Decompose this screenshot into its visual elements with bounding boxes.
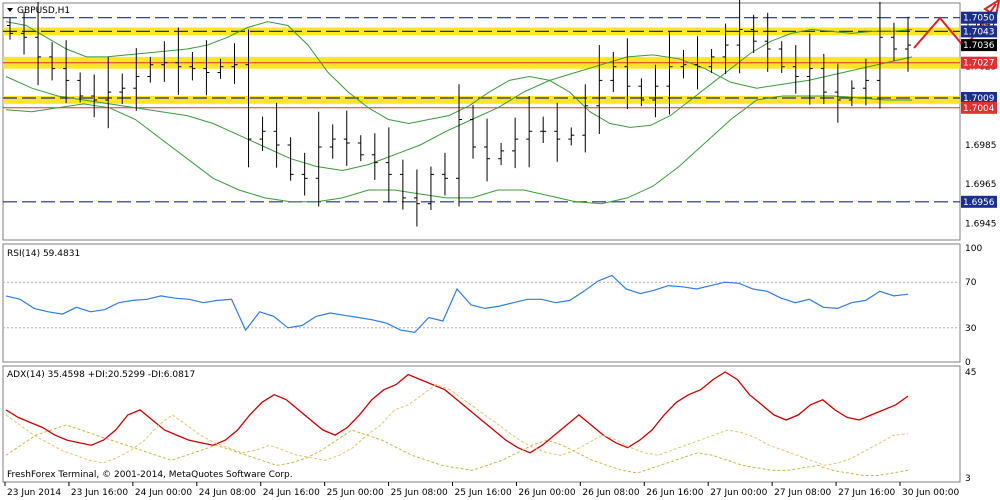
price-level-tag <box>961 195 997 208</box>
time-axis-label: 24 Jun 08:00 <box>199 488 256 498</box>
rsi-line <box>5 274 909 334</box>
price-level-tag <box>961 92 997 104</box>
price-level-tag-text: 1.7043 <box>963 27 995 37</box>
price-axis-label: 1.6965 <box>965 180 997 190</box>
rsi-axis-label: 30 <box>965 324 977 334</box>
support-resistance-zone <box>3 96 960 104</box>
rsi-axis-label: 0 <box>965 358 971 368</box>
symbol-dropdown-icon[interactable] <box>7 8 13 12</box>
time-axis-label: 24 Jun 00:00 <box>135 488 192 498</box>
price-level-tag-text: 1.6956 <box>963 198 995 208</box>
price-axis-label: 1.6945 <box>965 219 997 229</box>
adx-title: ADX(14) 35.4598 +DI:20.5299 -DI:6.0817 <box>7 370 195 380</box>
rsi-panel <box>2 243 961 363</box>
time-axis-label: 27 Jun 00:00 <box>710 488 767 498</box>
price-level-tag-text: 1.7009 <box>963 94 995 104</box>
adx-axis-label: 45 <box>965 368 976 378</box>
time-axis-label: 23 Jun 16:00 <box>71 488 128 498</box>
rsi-title: RSI(14) 59.4831 <box>7 249 80 259</box>
main-panel <box>2 2 961 241</box>
price-level-tag <box>961 11 997 24</box>
time-axis-label: 26 Jun 08:00 <box>582 488 639 498</box>
adx-panel <box>2 365 961 483</box>
rsi-axis-label: 100 <box>965 244 982 254</box>
price-level-tag-text: 1.7027 <box>963 59 995 69</box>
price-level-tag-text: 1.7036 <box>963 41 995 51</box>
price-level-tag <box>961 101 997 114</box>
plus-di-line <box>5 384 909 466</box>
price-level-tag-text: 1.7004 <box>963 104 995 114</box>
adx-line <box>5 371 909 454</box>
time-axis-label: 26 Jun 16:00 <box>646 488 703 498</box>
price-level-tag <box>961 56 997 69</box>
copyright-text: FreshForex Terminal, © 2001-2014, MetaQu… <box>7 470 293 480</box>
time-axis-label: 27 Jun 16:00 <box>838 488 895 498</box>
rsi-axis-label: 70 <box>965 278 977 288</box>
time-axis-label: 27 Jun 08:00 <box>774 488 831 498</box>
time-axis-label: 25 Jun 08:00 <box>391 488 448 498</box>
time-axis-label: 23 Jun 2014 <box>7 488 61 498</box>
current-price-tag <box>961 39 997 52</box>
time-axis-label: 30 Jun 00:00 <box>902 488 959 498</box>
time-axis-label: 25 Jun 00:00 <box>327 488 384 498</box>
minus-di-line <box>5 424 909 476</box>
time-axis-label: 25 Jun 16:00 <box>455 488 512 498</box>
time-axis-label: 24 Jun 16:00 <box>263 488 320 498</box>
symbol-label: GBPUSD,H1 <box>17 6 70 16</box>
price-level-tag <box>961 25 997 38</box>
forecast-arrow-line <box>913 16 966 49</box>
price-axis-label: 1.7047 <box>965 20 997 30</box>
time-axis-label: 26 Jun 00:00 <box>518 488 575 498</box>
adx-axis-label: 3 <box>965 474 971 484</box>
price-level-tag-text: 1.7050 <box>963 14 995 24</box>
price-axis-label: 1.6985 <box>965 141 997 151</box>
